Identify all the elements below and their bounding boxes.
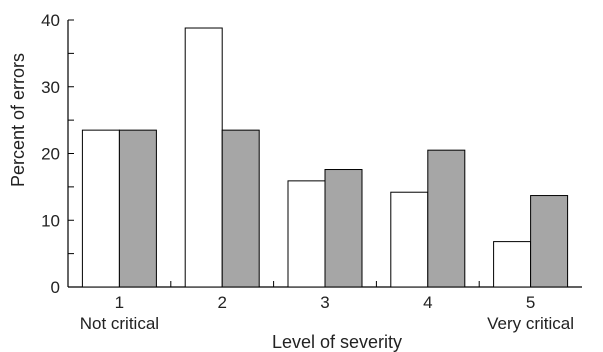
bar-1-series-1: [81, 129, 120, 288]
y-tick-label: 20: [41, 145, 60, 164]
y-tick-label: 0: [51, 278, 60, 297]
y-tick-label: 40: [41, 11, 60, 30]
x-tick-label: 2: [217, 293, 226, 312]
bar-1-series-2: [118, 129, 157, 288]
x-category-sublabel: Very critical: [487, 314, 574, 333]
x-category-sublabel: Not critical: [80, 314, 159, 333]
x-tick-label: 5: [526, 293, 535, 312]
bar-3-series-2: [324, 169, 363, 288]
x-tick-label: 4: [423, 293, 432, 312]
x-axis-title: Level of severity: [272, 332, 402, 352]
bar-2-series-2: [221, 129, 260, 288]
bar-4-series-2: [427, 149, 466, 288]
x-tick-label: 1: [115, 293, 124, 312]
y-tick-label: 30: [41, 78, 60, 97]
bar-5-series-1: [493, 241, 532, 288]
y-axis-title: Percent of errors: [8, 53, 28, 187]
plot-area: 0 10 20 30 40 1 Not critical 2 3 4 5 Very critical: [41, 11, 582, 333]
bar-5-series-2: [530, 195, 569, 288]
bar-4-series-1: [390, 191, 429, 288]
bar-3-series-1: [287, 180, 326, 288]
x-tick-label: 3: [320, 293, 329, 312]
y-tick-label: 10: [41, 211, 60, 230]
bar-2-series-1: [184, 27, 223, 288]
